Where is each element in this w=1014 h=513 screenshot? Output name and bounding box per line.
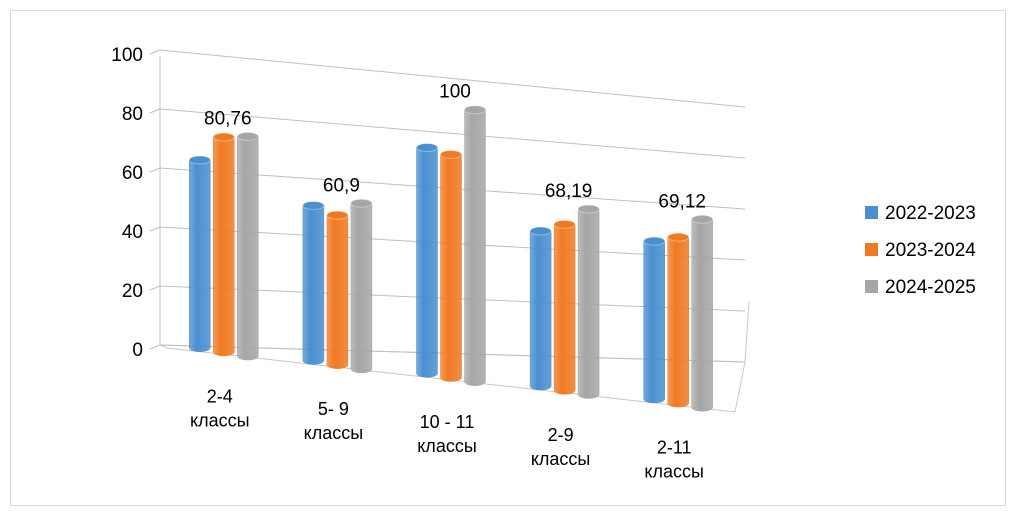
bar — [529, 226, 552, 391]
data-label: 60,9 — [323, 175, 360, 196]
bar — [440, 149, 462, 382]
data-label: 68,19 — [545, 181, 593, 202]
bar-body — [577, 208, 600, 399]
bar-top — [326, 210, 349, 220]
legend-label: 2022-2023 — [885, 203, 976, 224]
x-tick-label: 10 - 11 — [420, 412, 475, 432]
legend-swatch — [865, 280, 878, 293]
y-tick-label: 60 — [122, 163, 143, 184]
bar-body — [691, 219, 713, 412]
data-label: 80,76 — [204, 108, 252, 129]
bar-top — [302, 200, 325, 210]
gridline — [159, 108, 746, 159]
bar-body — [553, 224, 576, 395]
bar-top — [350, 198, 373, 208]
x-tick-label: классы — [304, 423, 364, 443]
gridline — [159, 49, 746, 108]
data-label: 69,12 — [658, 191, 706, 212]
bar-body — [237, 136, 259, 361]
bar — [350, 198, 373, 374]
data-label: 100 — [439, 82, 471, 103]
bar — [464, 105, 486, 386]
bar-body — [643, 240, 665, 404]
x-tick-label: 2-11 — [657, 438, 692, 458]
x-tick-label: классы — [644, 462, 704, 482]
floor-edge — [744, 301, 750, 363]
bar — [553, 219, 576, 395]
bar-body — [464, 109, 486, 386]
bar-top — [464, 105, 486, 115]
bar-body — [326, 214, 349, 369]
bar-top — [553, 219, 576, 229]
bar-body — [189, 159, 211, 352]
bar — [667, 232, 690, 408]
bar — [416, 143, 438, 378]
bar — [577, 204, 600, 399]
bar-top — [416, 143, 438, 153]
legend-label: 2024-2025 — [885, 277, 976, 298]
bar — [212, 132, 235, 357]
gridline-tick — [149, 344, 161, 350]
bar-body — [667, 236, 689, 408]
bar-body — [213, 136, 235, 357]
x-tick-label: 2-9 — [548, 425, 574, 445]
y-tick-label: 40 — [122, 222, 143, 243]
bars — [188, 105, 714, 412]
bar — [188, 155, 211, 352]
gridline-tick — [149, 226, 161, 232]
x-tick-label: классы — [531, 449, 591, 469]
legend-swatch — [865, 243, 878, 256]
y-tick-label: 80 — [122, 104, 143, 125]
gridline-tick — [149, 49, 161, 55]
legend-label: 2023-2024 — [885, 240, 976, 261]
bar-body — [350, 203, 373, 374]
bar-top — [212, 132, 235, 142]
bar-body — [440, 154, 462, 382]
bar-body — [416, 147, 438, 378]
y-tick-label: 0 — [132, 340, 143, 361]
bar-top — [440, 149, 462, 159]
bar-top — [643, 236, 666, 246]
bar-top — [667, 232, 690, 242]
y-tick-label: 100 — [111, 45, 143, 66]
x-tick-label: 5- 9 — [318, 399, 349, 419]
bar-top — [188, 155, 211, 165]
bar — [691, 214, 714, 412]
bar-top — [236, 131, 259, 141]
bar-body — [529, 230, 552, 391]
x-tick-label: классы — [417, 436, 477, 456]
gridline-tick — [149, 167, 161, 173]
x-tick-label: классы — [190, 410, 250, 430]
bar — [236, 131, 259, 361]
bar-top — [577, 204, 600, 214]
x-tick-label: 2-4 — [207, 386, 233, 406]
y-tick-label: 20 — [122, 281, 143, 302]
bar — [326, 210, 349, 369]
gridline-tick — [149, 285, 161, 291]
bar-body — [302, 205, 325, 365]
x-axis: 2-4 классы 5- 9 классы 10 - 11 классы 2-9 класс… — [190, 386, 704, 481]
data-labels: 80,76 60,9 100 68,19 69,12 — [204, 82, 706, 213]
bar-top — [691, 214, 714, 224]
bar — [643, 236, 666, 404]
y-axis: 0 20 40 60 80 100 — [111, 45, 161, 361]
legend-swatch — [865, 206, 878, 219]
bar-top — [529, 226, 552, 236]
gridline-tick — [149, 108, 161, 114]
bar — [302, 200, 325, 365]
legend: 2022-2023 2023-2024 2024-2025 — [865, 203, 976, 298]
chart-frame — [10, 10, 1006, 506]
